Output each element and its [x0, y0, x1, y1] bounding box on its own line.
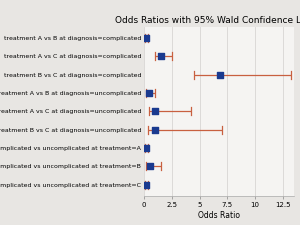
Point [146, 91, 151, 95]
Point [144, 183, 148, 187]
Point [159, 54, 164, 58]
X-axis label: Odds Ratio: Odds Ratio [198, 211, 240, 220]
Point [217, 73, 222, 77]
Point [153, 128, 158, 132]
Point [148, 165, 152, 168]
Title: Odds Ratios with 95% Wald Confidence Limits: Odds Ratios with 95% Wald Confidence Lim… [115, 16, 300, 25]
Point [144, 146, 148, 150]
Point [153, 110, 158, 113]
Point [144, 36, 148, 40]
